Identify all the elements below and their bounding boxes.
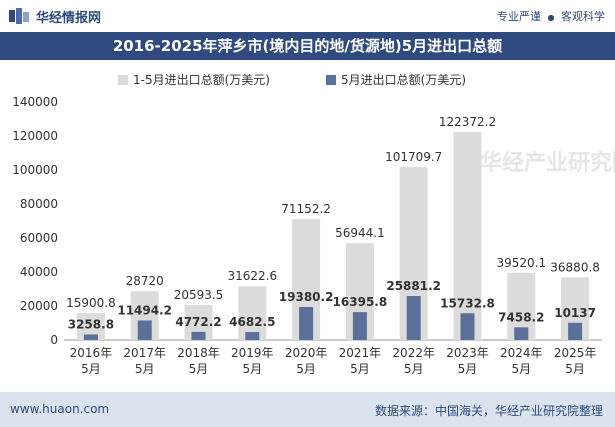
y-axis: 0 20000 40000 60000 80000 100000 120000 140000 xyxy=(12,95,58,347)
data-label-series-1: 101709.7 xyxy=(385,150,442,164)
y-tick-label: 140000 xyxy=(12,95,58,109)
slogan: 专业严谨 ● 客观科学 xyxy=(497,8,605,24)
x-tick-label-year: 2017年 xyxy=(123,346,166,360)
data-label-series-1: 39520.1 xyxy=(496,256,546,270)
bar-series-2 xyxy=(191,331,206,340)
y-tick-label: 60000 xyxy=(20,231,58,245)
x-tick-label-month: 5月 xyxy=(81,362,101,376)
footer-source: 数据来源：中国海关，华经产业研究院整理 xyxy=(374,404,603,418)
x-tick-label-year: 2016年 xyxy=(70,346,113,360)
data-label-series-1: 28720 xyxy=(126,274,164,288)
bar-series-2 xyxy=(568,322,583,340)
footer-url: www.huaon.com xyxy=(10,402,110,416)
x-tick-label-year: 2021年 xyxy=(339,346,382,360)
bar-series-2 xyxy=(352,312,367,340)
data-label-series-2: 3258.8 xyxy=(68,317,114,331)
footer: www.huaon.com 数据来源：中国海关，华经产业研究院整理 xyxy=(0,392,615,427)
bar-series-2 xyxy=(83,334,98,340)
x-tick-label-year: 2023年 xyxy=(446,346,489,360)
data-label-series-1: 36880.8 xyxy=(550,260,600,274)
slogan-left: 专业严谨 xyxy=(497,10,542,23)
bar-series-2 xyxy=(406,296,421,340)
slogan-bullet: ● xyxy=(547,12,555,22)
data-label-series-2: 19380.2 xyxy=(279,290,334,304)
legend-swatch-series-1 xyxy=(118,75,128,85)
y-tick-label: 120000 xyxy=(12,129,58,143)
legend-label-series-1: 1-5月进出口总额(万美元) xyxy=(133,73,270,87)
chart-title: 2016-2025年萍乡市(境内目的地/货源地)5月进出口总额 xyxy=(112,37,503,55)
data-label-series-2: 4772.2 xyxy=(175,315,221,329)
x-tick-label-month: 5月 xyxy=(296,362,316,376)
y-tick-label: 0 xyxy=(50,333,58,347)
x-tick-label-year: 2020年 xyxy=(285,346,328,360)
data-label-series-1: 71152.2 xyxy=(281,202,331,216)
data-label-series-2: 16395.8 xyxy=(333,295,388,309)
data-label-series-1: 15900.8 xyxy=(66,296,116,310)
data-label-series-1: 56944.1 xyxy=(335,226,385,240)
x-tick-label-month: 5月 xyxy=(242,362,262,376)
x-tick-label-year: 2024年 xyxy=(500,346,543,360)
bar-series-2 xyxy=(299,307,314,340)
x-tick-label-year: 2019年 xyxy=(231,346,274,360)
bar-series-1 xyxy=(453,131,482,340)
bar-series-2 xyxy=(514,327,529,340)
y-tick-label: 40000 xyxy=(20,265,58,279)
bar-series-2 xyxy=(460,313,475,340)
bar-chart: 华经产业研究院 1-5月进出口总额(万美元) 5月进出口总额(万美元) 0 200… xyxy=(12,73,615,376)
data-label-series-2: 4682.5 xyxy=(229,315,275,329)
legend-swatch-series-2 xyxy=(326,75,336,85)
data-label-series-2: 11494.2 xyxy=(117,303,172,317)
data-label-series-2: 10137 xyxy=(554,306,596,320)
x-tick-label-year: 2022年 xyxy=(392,346,435,360)
bars xyxy=(76,131,590,340)
x-tick-label-month: 5月 xyxy=(135,362,155,376)
x-tick-label-month: 5月 xyxy=(189,362,209,376)
watermark: 华经产业研究院 xyxy=(480,150,615,176)
x-tick-label-month: 5月 xyxy=(404,362,424,376)
x-tick-label-year: 2025年 xyxy=(554,346,597,360)
title-bar: 2016-2025年萍乡市(境内目的地/货源地)5月进出口总额 xyxy=(0,32,615,60)
data-label-series-2: 7458.2 xyxy=(498,310,544,324)
data-label-series-2: 15732.8 xyxy=(440,296,495,310)
x-tick-label-year: 2018年 xyxy=(177,346,220,360)
x-tick-label-month: 5月 xyxy=(350,362,370,376)
data-label-series-2: 25881.2 xyxy=(386,279,441,293)
x-tick-label-month: 5月 xyxy=(565,362,585,376)
data-label-series-1: 31622.6 xyxy=(227,269,277,283)
y-tick-label: 80000 xyxy=(20,197,58,211)
x-axis: 2016年 5月 2017年 5月 2018年 5月 2019年 5月 2020年 5月 2021年… xyxy=(70,346,597,376)
bar-series-1 xyxy=(238,286,267,340)
x-tick-label-month: 5月 xyxy=(511,362,531,376)
legend-label-series-2: 5月进出口总额(万美元) xyxy=(341,73,466,87)
slogan-right: 客观科学 xyxy=(561,10,605,23)
data-label-series-1: 20593.5 xyxy=(174,288,224,302)
bar-series-2 xyxy=(137,320,152,340)
y-tick-label: 100000 xyxy=(12,163,58,177)
brand-name: 华经情报网 xyxy=(36,11,102,26)
huajing-logo-icon xyxy=(9,8,29,24)
data-label-series-1: 122372.2 xyxy=(439,115,496,129)
legend: 1-5月进出口总额(万美元) 5月进出口总额(万美元) xyxy=(118,73,466,87)
y-tick-label: 20000 xyxy=(20,299,58,313)
bar-series-2 xyxy=(245,332,260,340)
top-bar: 华经情报网 专业严谨 ● 客观科学 xyxy=(0,0,615,32)
x-tick-label-month: 5月 xyxy=(458,362,478,376)
